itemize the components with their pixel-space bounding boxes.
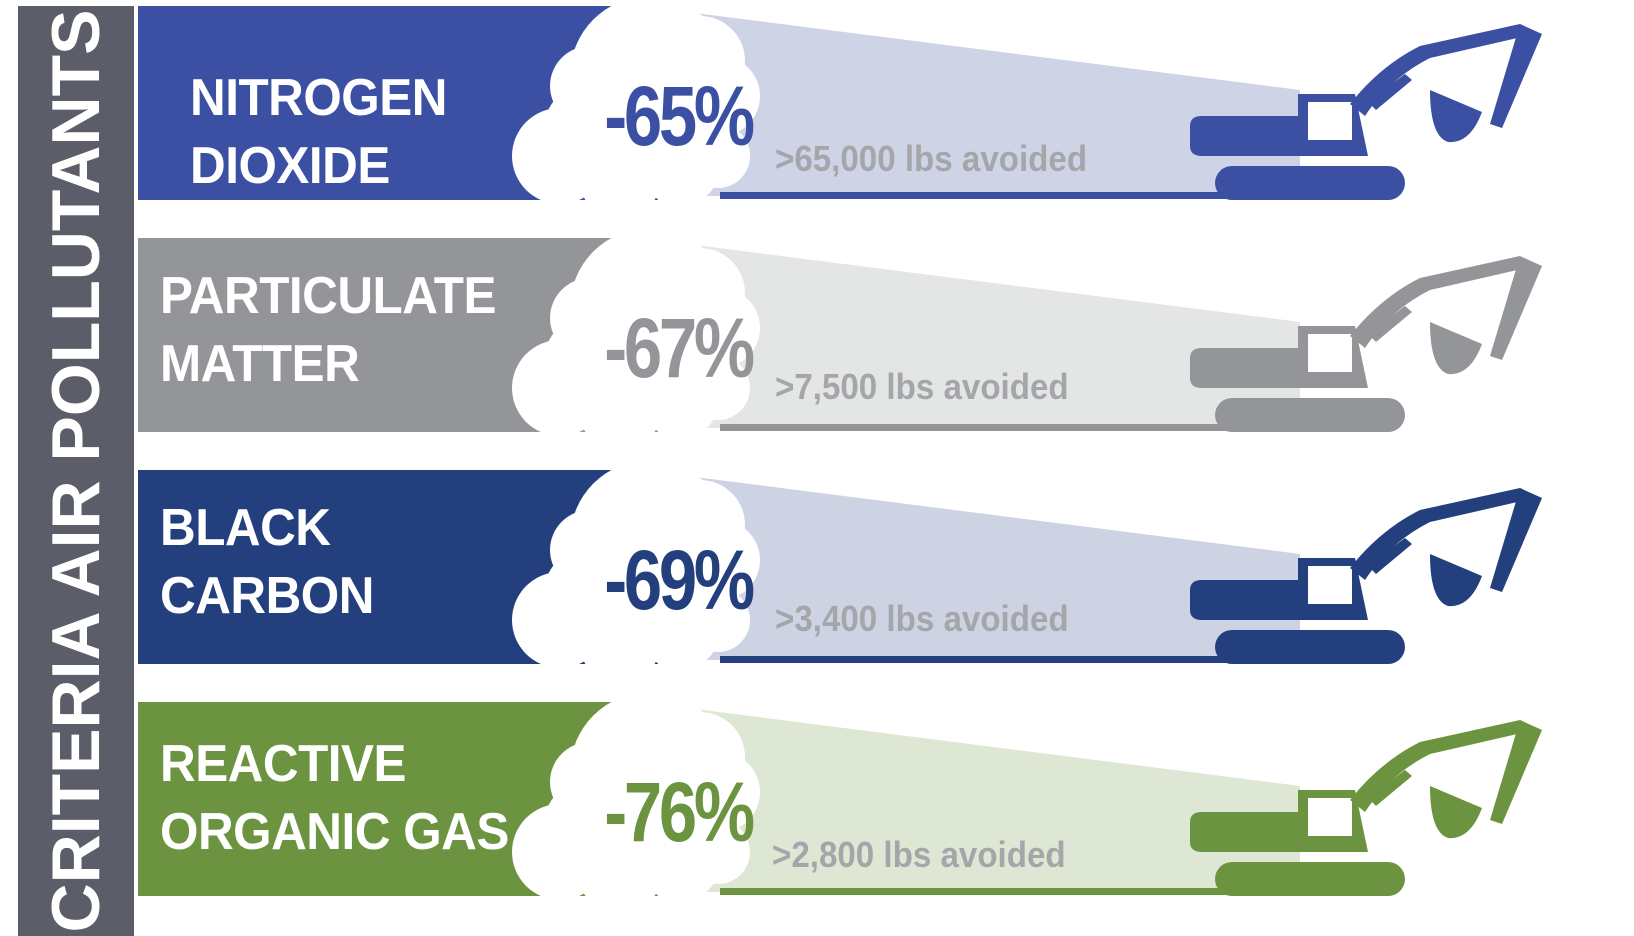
excavator-tracks xyxy=(1215,166,1405,200)
baseline xyxy=(720,656,1240,663)
excavator-bucket xyxy=(1430,786,1482,839)
row-graphic xyxy=(138,692,1542,914)
excavator-tracks xyxy=(1215,630,1405,664)
excavator-stick xyxy=(1490,488,1542,592)
excavator-bucket xyxy=(1430,322,1482,375)
excavator-body xyxy=(1190,116,1300,156)
row-graphic xyxy=(138,228,1542,450)
pollutant-label: PARTICULATE MATTER xyxy=(160,262,496,398)
avoided-amount: >2,800 lbs avoided xyxy=(772,834,1066,875)
pollutant-label: BLACK CARBON xyxy=(160,494,374,630)
excavator-tracks xyxy=(1215,862,1405,896)
baseline xyxy=(720,424,1240,431)
reduction-percent: -67% xyxy=(604,301,755,395)
side-bar xyxy=(18,6,134,936)
excavator-linkage xyxy=(1368,74,1412,110)
excavator-stick xyxy=(1490,720,1542,824)
emission-beam xyxy=(640,238,1300,428)
excavator-bucket xyxy=(1430,554,1482,607)
baseline xyxy=(720,888,1240,895)
pollutant-label-line2: DIOXIDE xyxy=(190,137,390,195)
cloud-icon xyxy=(512,228,760,450)
excavator-stick xyxy=(1490,24,1542,128)
baseline xyxy=(720,192,1240,199)
excavator-boom xyxy=(1350,256,1535,348)
pollutant-label-line1: PARTICULATE xyxy=(160,267,496,325)
pollutant-label: NITROGEN DIOXIDE xyxy=(190,64,447,200)
emission-beam xyxy=(640,6,1300,196)
reduction-percent: -76% xyxy=(604,765,755,859)
row-graphic xyxy=(138,0,1542,218)
excavator-body xyxy=(1190,812,1300,852)
pollutant-label-line2: ORGANIC GAS xyxy=(160,803,509,861)
excavator-bucket xyxy=(1430,90,1482,143)
excavator-linkage xyxy=(1368,306,1412,342)
avoided-amount: >65,000 lbs avoided xyxy=(775,138,1088,179)
excavator-stick xyxy=(1490,256,1542,360)
excavator-body xyxy=(1190,348,1300,388)
emission-beam xyxy=(640,702,1300,892)
pollutant-label-line1: BLACK xyxy=(160,499,331,557)
reduction-percent: -69% xyxy=(604,533,755,627)
pollutant-label: REACTIVE ORGANIC GAS xyxy=(160,730,509,866)
pollutant-row-particulate-matter: PARTICULATE MATTER -67% >7,500 lbs avoid… xyxy=(0,228,1634,450)
excavator-linkage xyxy=(1368,770,1412,806)
pollutant-label-line1: REACTIVE xyxy=(160,735,406,793)
pollutant-label-line2: CARBON xyxy=(160,567,374,625)
excavator-body xyxy=(1190,580,1300,620)
avoided-amount: >3,400 lbs avoided xyxy=(775,598,1069,639)
excavator-boom xyxy=(1350,720,1535,812)
row-graphic xyxy=(138,460,1542,682)
avoided-amount: >7,500 lbs avoided xyxy=(775,366,1069,407)
excavator-window xyxy=(1308,334,1352,372)
pollutant-row-reactive-organic-gas: REACTIVE ORGANIC GAS -76% >2,800 lbs avo… xyxy=(0,692,1634,914)
excavator-linkage xyxy=(1368,538,1412,574)
pollutant-row-black-carbon: BLACK CARBON -69% >3,400 lbs avoided xyxy=(0,460,1634,682)
excavator-window xyxy=(1308,102,1352,140)
cloud-icon xyxy=(512,460,760,682)
excavator-icon xyxy=(1190,256,1542,432)
pollutant-row-nitrogen-dioxide: NITROGEN DIOXIDE -65% >65,000 lbs avoide… xyxy=(0,0,1634,218)
pollutant-label-line1: NITROGEN xyxy=(190,69,447,127)
excavator-tracks xyxy=(1215,398,1405,432)
excavator-icon xyxy=(1190,720,1542,896)
excavator-window xyxy=(1308,566,1352,604)
cloud-icon xyxy=(512,0,760,218)
excavator-icon xyxy=(1190,24,1542,200)
excavator-boom xyxy=(1350,488,1535,580)
pollutant-label-line2: MATTER xyxy=(160,335,360,393)
reduction-percent: -65% xyxy=(604,69,755,163)
emission-beam xyxy=(640,470,1300,660)
excavator-icon xyxy=(1190,488,1542,664)
cloud-icon xyxy=(512,692,760,914)
excavator-boom xyxy=(1350,24,1535,116)
excavator-window xyxy=(1308,798,1352,836)
